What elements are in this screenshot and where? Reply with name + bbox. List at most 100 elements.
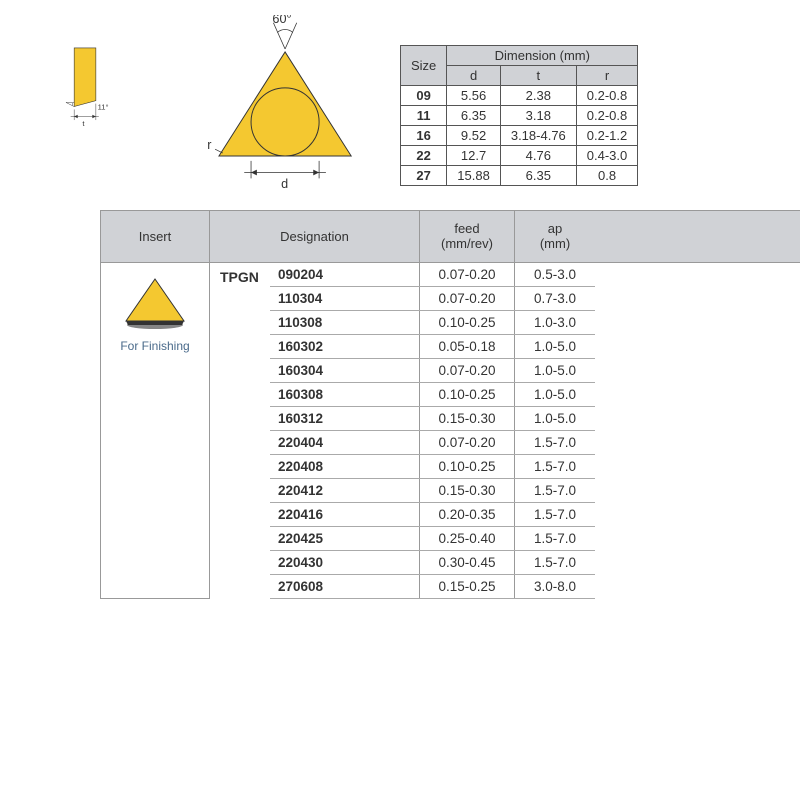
side-view-diagram: 11° t bbox=[60, 45, 120, 133]
dim-table-row: 11 6.35 3.18 0.2-0.8 bbox=[401, 106, 638, 126]
designation-code: 220416 bbox=[270, 503, 420, 526]
ap-value: 1.0-5.0 bbox=[515, 407, 595, 430]
designation-prefix: TPGN bbox=[210, 263, 270, 599]
svg-text:60°: 60° bbox=[272, 15, 291, 26]
dim-size: 11 bbox=[401, 106, 447, 126]
dim-size: 16 bbox=[401, 126, 447, 146]
spec-row: 160304 0.07-0.20 1.0-5.0 bbox=[270, 359, 595, 383]
dim-header-size: Size bbox=[401, 46, 447, 86]
feed-value: 0.10-0.25 bbox=[420, 383, 515, 406]
designation-code: 220425 bbox=[270, 527, 420, 550]
feed-value: 0.07-0.20 bbox=[420, 359, 515, 382]
dim-table-row: 16 9.52 3.18-4.76 0.2-1.2 bbox=[401, 126, 638, 146]
spec-row: 220425 0.25-0.40 1.5-7.0 bbox=[270, 527, 595, 551]
feed-value: 0.07-0.20 bbox=[420, 431, 515, 454]
dim-table-row: 09 5.56 2.38 0.2-0.8 bbox=[401, 86, 638, 106]
svg-text:d: d bbox=[281, 177, 288, 190]
dim-t: 3.18-4.76 bbox=[500, 126, 576, 146]
header-designation: Designation bbox=[210, 211, 420, 262]
dim-t: 3.18 bbox=[500, 106, 576, 126]
designation-code: 110304 bbox=[270, 287, 420, 310]
spec-row: 220408 0.10-0.25 1.5-7.0 bbox=[270, 455, 595, 479]
spec-row: 110304 0.07-0.20 0.7-3.0 bbox=[270, 287, 595, 311]
insert-label: For Finishing bbox=[101, 339, 209, 353]
dim-subheader-r: r bbox=[576, 66, 637, 86]
dim-d: 9.52 bbox=[447, 126, 501, 146]
ap-value: 1.5-7.0 bbox=[515, 479, 595, 502]
designation-code: 160302 bbox=[270, 335, 420, 358]
svg-text:r: r bbox=[207, 138, 211, 152]
spec-row: 220412 0.15-0.30 1.5-7.0 bbox=[270, 479, 595, 503]
top-diagram-section: 11° t 60° r d Size bbox=[0, 0, 800, 200]
designation-code: 160308 bbox=[270, 383, 420, 406]
dim-size: 09 bbox=[401, 86, 447, 106]
spec-row: 220404 0.07-0.20 1.5-7.0 bbox=[270, 431, 595, 455]
main-spec-table: Insert Designation feed (mm/rev) ap (mm)… bbox=[0, 200, 800, 599]
dim-t: 2.38 bbox=[500, 86, 576, 106]
spec-row: 090204 0.07-0.20 0.5-3.0 bbox=[270, 263, 595, 287]
designation-code: 220404 bbox=[270, 431, 420, 454]
designation-code: 090204 bbox=[270, 263, 420, 286]
header-insert: Insert bbox=[100, 211, 210, 262]
dim-d: 15.88 bbox=[447, 166, 501, 186]
dim-header-main: Dimension (mm) bbox=[447, 46, 638, 66]
feed-value: 0.15-0.25 bbox=[420, 575, 515, 598]
ap-value: 1.5-7.0 bbox=[515, 551, 595, 574]
ap-value: 1.5-7.0 bbox=[515, 455, 595, 478]
dim-subheader-t: t bbox=[500, 66, 576, 86]
dim-subheader-d: d bbox=[447, 66, 501, 86]
svg-text:11°: 11° bbox=[98, 102, 109, 111]
spec-row: 220430 0.30-0.45 1.5-7.0 bbox=[270, 551, 595, 575]
dim-r: 0.8 bbox=[576, 166, 637, 186]
dim-size: 22 bbox=[401, 146, 447, 166]
header-ap: ap (mm) bbox=[515, 211, 595, 262]
dim-t: 4.76 bbox=[500, 146, 576, 166]
spec-row: 160312 0.15-0.30 1.0-5.0 bbox=[270, 407, 595, 431]
spec-row: 160302 0.05-0.18 1.0-5.0 bbox=[270, 335, 595, 359]
top-view-diagram: 60° r d bbox=[205, 15, 370, 193]
designation-code: 110308 bbox=[270, 311, 420, 334]
feed-value: 0.10-0.25 bbox=[420, 455, 515, 478]
svg-text:t: t bbox=[82, 119, 85, 128]
feed-value: 0.07-0.20 bbox=[420, 287, 515, 310]
designation-code: 220430 bbox=[270, 551, 420, 574]
dim-r: 0.2-1.2 bbox=[576, 126, 637, 146]
dim-d: 5.56 bbox=[447, 86, 501, 106]
spec-row: 270608 0.15-0.25 3.0-8.0 bbox=[270, 575, 595, 599]
ap-value: 1.5-7.0 bbox=[515, 527, 595, 550]
spec-row: 110308 0.10-0.25 1.0-3.0 bbox=[270, 311, 595, 335]
ap-value: 1.0-3.0 bbox=[515, 311, 595, 334]
ap-value: 1.0-5.0 bbox=[515, 359, 595, 382]
designation-code: 220412 bbox=[270, 479, 420, 502]
header-feed: feed (mm/rev) bbox=[420, 211, 515, 262]
feed-value: 0.10-0.25 bbox=[420, 311, 515, 334]
ap-value: 1.0-5.0 bbox=[515, 335, 595, 358]
spec-row: 220416 0.20-0.35 1.5-7.0 bbox=[270, 503, 595, 527]
insert-column: For Finishing bbox=[100, 263, 210, 599]
ap-value: 1.5-7.0 bbox=[515, 503, 595, 526]
ap-value: 0.5-3.0 bbox=[515, 263, 595, 286]
dimension-table: Size Dimension (mm) d t r 09 5.56 2.38 0… bbox=[400, 45, 638, 186]
dim-t: 6.35 bbox=[500, 166, 576, 186]
feed-value: 0.25-0.40 bbox=[420, 527, 515, 550]
designation-code: 270608 bbox=[270, 575, 420, 598]
dim-d: 6.35 bbox=[447, 106, 501, 126]
feed-value: 0.15-0.30 bbox=[420, 479, 515, 502]
designation-code: 160304 bbox=[270, 359, 420, 382]
designation-code: 160312 bbox=[270, 407, 420, 430]
ap-value: 1.0-5.0 bbox=[515, 383, 595, 406]
main-table-header: Insert Designation feed (mm/rev) ap (mm) bbox=[100, 210, 800, 263]
dim-table-row: 27 15.88 6.35 0.8 bbox=[401, 166, 638, 186]
dim-table-row: 22 12.7 4.76 0.4-3.0 bbox=[401, 146, 638, 166]
dim-r: 0.2-0.8 bbox=[576, 106, 637, 126]
feed-value: 0.07-0.20 bbox=[420, 263, 515, 286]
ap-value: 3.0-8.0 bbox=[515, 575, 595, 598]
dim-size: 27 bbox=[401, 166, 447, 186]
ap-value: 1.5-7.0 bbox=[515, 431, 595, 454]
dim-r: 0.2-0.8 bbox=[576, 86, 637, 106]
feed-value: 0.05-0.18 bbox=[420, 335, 515, 358]
feed-value: 0.20-0.35 bbox=[420, 503, 515, 526]
ap-value: 0.7-3.0 bbox=[515, 287, 595, 310]
feed-value: 0.30-0.45 bbox=[420, 551, 515, 574]
insert-triangle-icon bbox=[120, 275, 190, 330]
